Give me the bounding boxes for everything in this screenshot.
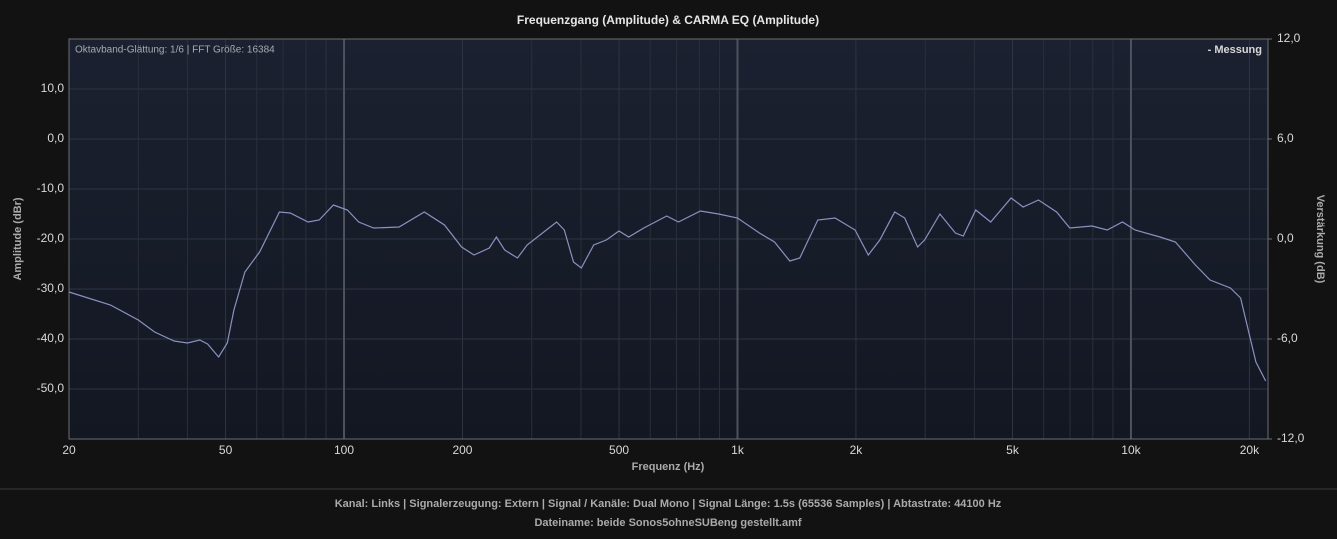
x-tick-label: 10k [1121, 443, 1141, 457]
x-tick-label: 1k [731, 443, 745, 457]
x-tick-label: 200 [452, 443, 472, 457]
x-axis-label: Frequenz (Hz) [632, 461, 705, 473]
y-tick-label: -50,0 [37, 381, 65, 395]
x-tick-label: 100 [334, 443, 354, 457]
y-tick-label: -40,0 [37, 331, 65, 345]
y-tick-label: -20,0 [37, 231, 65, 245]
series-line [68, 197, 1267, 382]
x-tick-label: 500 [609, 443, 629, 457]
y-tick-label: -30,0 [37, 281, 65, 295]
y-tick-label: 0,0 [47, 131, 64, 145]
chart-title: Frequenzgang (Amplitude) & CARMA EQ (Amp… [517, 13, 819, 27]
legend-entry: - Messung [1208, 44, 1262, 56]
y-axis-label: Amplitude (dBr) [12, 197, 24, 280]
y2-tick-label: -6,0 [1277, 331, 1298, 345]
x-tick-label: 50 [219, 443, 233, 457]
x-tick-label: 5k [1006, 443, 1020, 457]
x-tick-label: 20k [1240, 443, 1260, 457]
y2-tick-label: 12,0 [1277, 31, 1301, 45]
y2-tick-label: 6,0 [1277, 131, 1294, 145]
footer-info: Kanal: Links | Signalerzeugung: Extern |… [335, 498, 1002, 510]
annotation: Oktavband-Glättung: 1/6 | FFT Größe: 163… [75, 45, 275, 56]
footer-filename: Dateiname: beide Sonos5ohneSUBeng gestel… [534, 517, 801, 529]
y-tick-label: 10,0 [41, 81, 65, 95]
x-tick-label: 20 [62, 443, 76, 457]
y2-tick-label: -12,0 [1277, 431, 1305, 445]
x-tick-label: 2k [850, 443, 864, 457]
y2-axis-label: Verstärkung (dB) [1314, 195, 1326, 284]
y-tick-label: -10,0 [37, 181, 65, 195]
y2-tick-label: 0,0 [1277, 231, 1294, 245]
